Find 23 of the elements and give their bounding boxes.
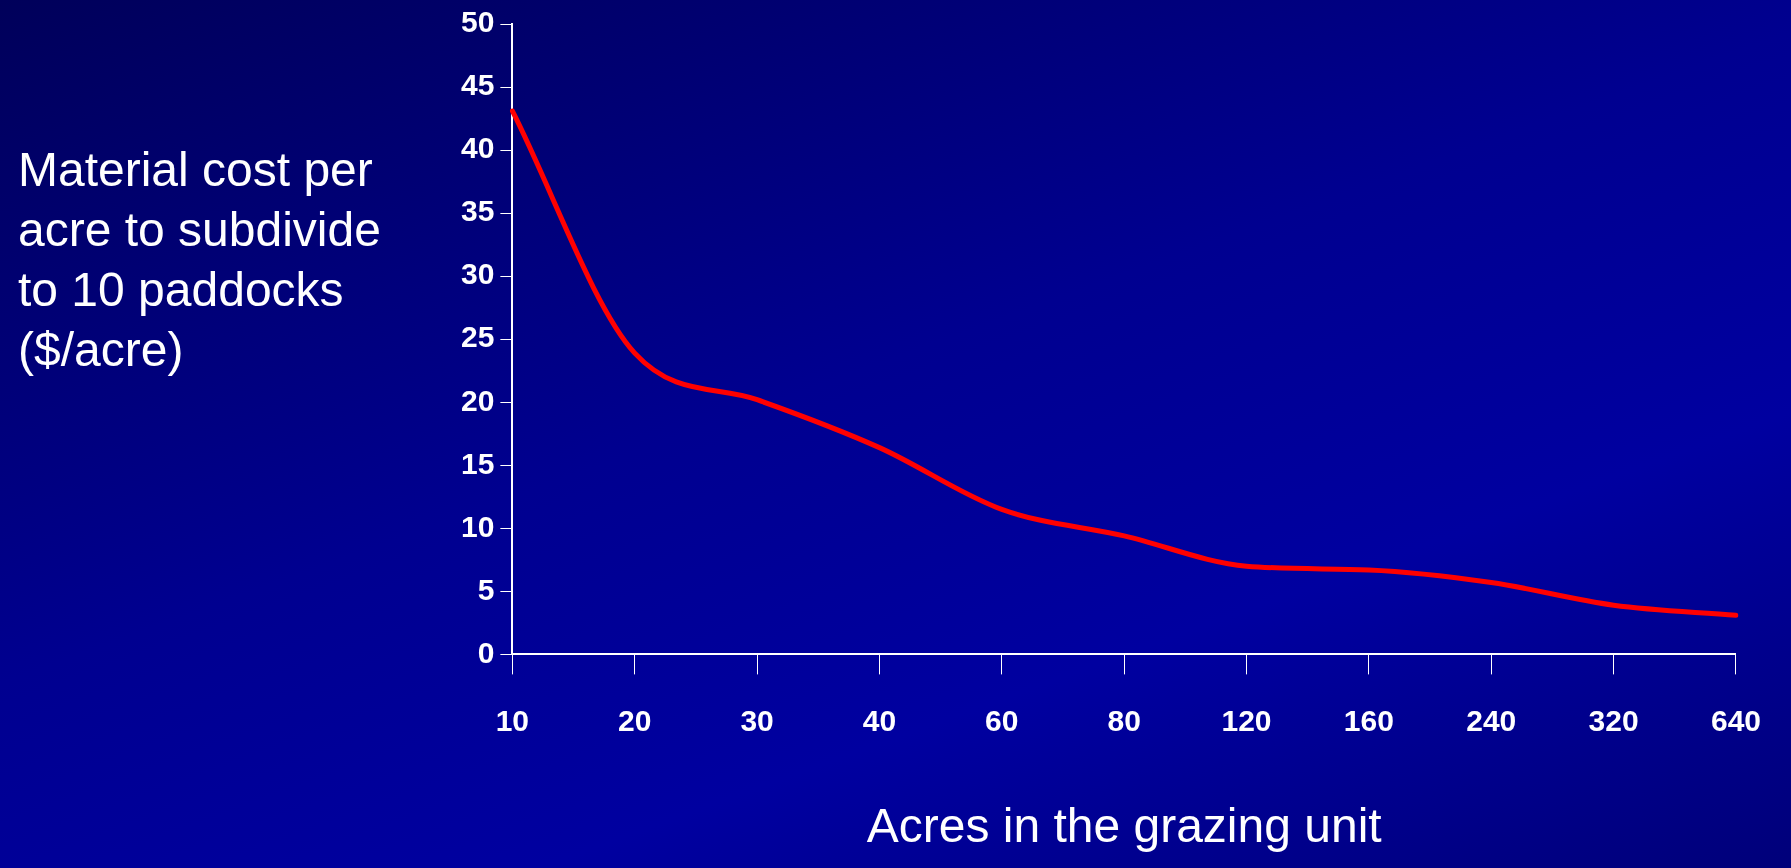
x-tick-label: 20 xyxy=(618,703,652,737)
y-tick-label: 5 xyxy=(477,572,495,606)
y-tick-label: 35 xyxy=(460,194,495,228)
y-tick-label: 50 xyxy=(460,5,495,39)
x-tick-label: 120 xyxy=(1221,703,1272,737)
y-tick-label: 45 xyxy=(460,68,495,102)
x-tick-label: 60 xyxy=(985,703,1019,737)
y-tick-label: 0 xyxy=(477,635,495,669)
y-tick-label: 25 xyxy=(460,320,495,354)
y-tick-label: 40 xyxy=(460,131,495,165)
y-tick-label: 10 xyxy=(460,509,495,543)
x-tick-label: 30 xyxy=(740,703,774,737)
x-axis-title: Acres in the grazing unit xyxy=(866,799,1382,853)
y-tick-label: 20 xyxy=(460,383,495,417)
x-tick-label: 40 xyxy=(862,703,897,737)
x-tick-label: 320 xyxy=(1588,703,1639,737)
x-tick-label: 160 xyxy=(1343,703,1394,737)
x-tick-label: 240 xyxy=(1466,703,1517,737)
y-tick-label: 30 xyxy=(460,257,495,291)
x-tick-label: 640 xyxy=(1710,703,1761,737)
y-axis-title: Material cost per acre to subdivide to 10 paddocks ($/acre) xyxy=(18,142,382,378)
x-tick-label: 80 xyxy=(1107,703,1141,737)
y-tick-label: 15 xyxy=(460,446,495,480)
